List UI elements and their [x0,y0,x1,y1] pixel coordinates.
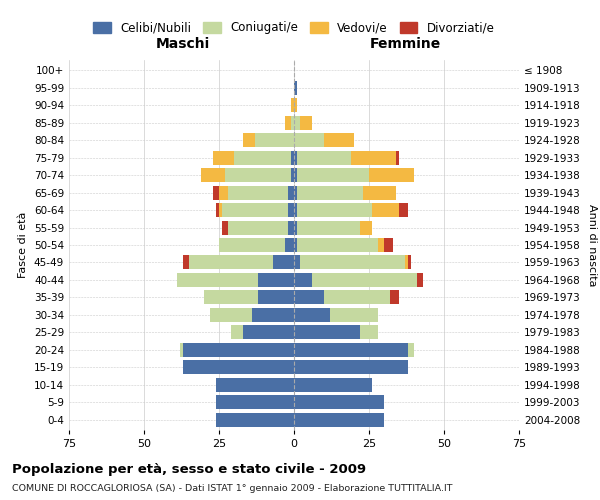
Bar [285,238,294,252]
Bar [219,203,222,217]
Bar [408,342,414,356]
Bar [288,186,294,200]
Bar [294,412,384,426]
Bar [297,168,369,182]
Bar [291,168,294,182]
Bar [297,238,378,252]
Bar [399,203,408,217]
Text: Popolazione per età, sesso e stato civile - 2009: Popolazione per età, sesso e stato civil… [12,462,366,475]
Bar [183,342,294,356]
Bar [285,116,291,130]
Bar [189,256,273,270]
Bar [243,134,255,147]
Bar [294,360,408,374]
Bar [297,220,360,234]
Bar [228,186,288,200]
Bar [222,203,288,217]
Bar [294,220,297,234]
Legend: Celibi/Nubili, Coniugati/e, Vedovi/e, Divorziati/e: Celibi/Nubili, Coniugati/e, Vedovi/e, Di… [90,18,498,38]
Bar [234,151,291,164]
Bar [297,186,363,200]
Bar [294,116,300,130]
Bar [273,256,294,270]
Bar [216,412,294,426]
Bar [291,116,294,130]
Bar [201,168,225,182]
Bar [294,342,408,356]
Bar [210,308,252,322]
Bar [300,116,312,130]
Y-axis label: Anni di nascita: Anni di nascita [587,204,597,286]
Bar [204,290,258,304]
Bar [243,326,294,339]
Bar [213,186,219,200]
Bar [378,238,384,252]
Bar [363,186,396,200]
Bar [183,360,294,374]
Bar [297,151,351,164]
Bar [228,220,288,234]
Text: Femmine: Femmine [370,38,440,52]
Bar [294,98,297,112]
Bar [351,151,396,164]
Text: Maschi: Maschi [156,38,210,52]
Bar [294,168,297,182]
Bar [216,378,294,392]
Bar [294,186,297,200]
Bar [180,342,183,356]
Bar [408,256,411,270]
Bar [294,290,324,304]
Bar [213,151,234,164]
Text: COMUNE DI ROCCAGLORIOSA (SA) - Dati ISTAT 1° gennaio 2009 - Elaborazione TUTTITA: COMUNE DI ROCCAGLORIOSA (SA) - Dati ISTA… [12,484,452,493]
Bar [231,326,243,339]
Bar [288,220,294,234]
Bar [297,203,372,217]
Bar [294,238,297,252]
Bar [384,238,393,252]
Bar [294,395,384,409]
Bar [324,134,354,147]
Bar [288,203,294,217]
Bar [330,308,378,322]
Bar [219,238,285,252]
Bar [219,186,228,200]
Bar [294,326,360,339]
Bar [294,203,297,217]
Bar [294,81,297,95]
Bar [390,290,399,304]
Bar [294,308,330,322]
Bar [396,151,399,164]
Bar [294,273,312,287]
Bar [258,273,294,287]
Bar [372,203,399,217]
Y-axis label: Fasce di età: Fasce di età [19,212,28,278]
Bar [405,256,408,270]
Bar [324,290,390,304]
Bar [294,256,300,270]
Bar [291,98,294,112]
Bar [294,151,297,164]
Bar [216,395,294,409]
Bar [216,203,219,217]
Bar [258,290,294,304]
Bar [222,220,228,234]
Bar [294,378,372,392]
Bar [225,168,291,182]
Bar [369,168,414,182]
Bar [312,273,417,287]
Bar [255,134,294,147]
Bar [300,256,405,270]
Bar [183,256,189,270]
Bar [417,273,423,287]
Bar [294,134,324,147]
Bar [252,308,294,322]
Bar [177,273,258,287]
Bar [360,326,378,339]
Bar [360,220,372,234]
Bar [291,151,294,164]
